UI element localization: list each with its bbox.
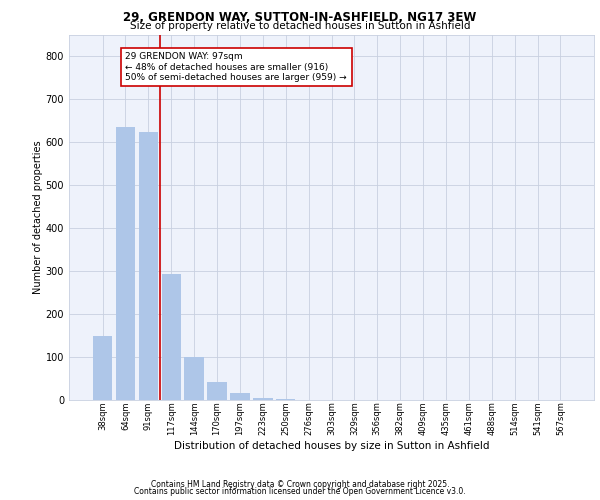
Y-axis label: Number of detached properties: Number of detached properties bbox=[33, 140, 43, 294]
Text: Size of property relative to detached houses in Sutton in Ashfield: Size of property relative to detached ho… bbox=[130, 21, 470, 31]
Bar bbox=[253, 398, 272, 400]
Text: 29, GRENDON WAY, SUTTON-IN-ASHFIELD, NG17 3EW: 29, GRENDON WAY, SUTTON-IN-ASHFIELD, NG1… bbox=[124, 11, 476, 24]
Bar bbox=[208, 382, 227, 400]
Text: 29 GRENDON WAY: 97sqm
← 48% of detached houses are smaller (916)
50% of semi-det: 29 GRENDON WAY: 97sqm ← 48% of detached … bbox=[125, 52, 347, 82]
Text: Contains public sector information licensed under the Open Government Licence v3: Contains public sector information licen… bbox=[134, 487, 466, 496]
X-axis label: Distribution of detached houses by size in Sutton in Ashfield: Distribution of detached houses by size … bbox=[174, 441, 489, 451]
Bar bbox=[116, 128, 135, 400]
Bar bbox=[139, 132, 158, 400]
Bar bbox=[276, 399, 295, 400]
Text: Contains HM Land Registry data © Crown copyright and database right 2025.: Contains HM Land Registry data © Crown c… bbox=[151, 480, 449, 489]
Bar bbox=[230, 393, 250, 400]
Bar bbox=[93, 336, 112, 400]
Bar bbox=[184, 357, 204, 400]
Bar bbox=[161, 274, 181, 400]
